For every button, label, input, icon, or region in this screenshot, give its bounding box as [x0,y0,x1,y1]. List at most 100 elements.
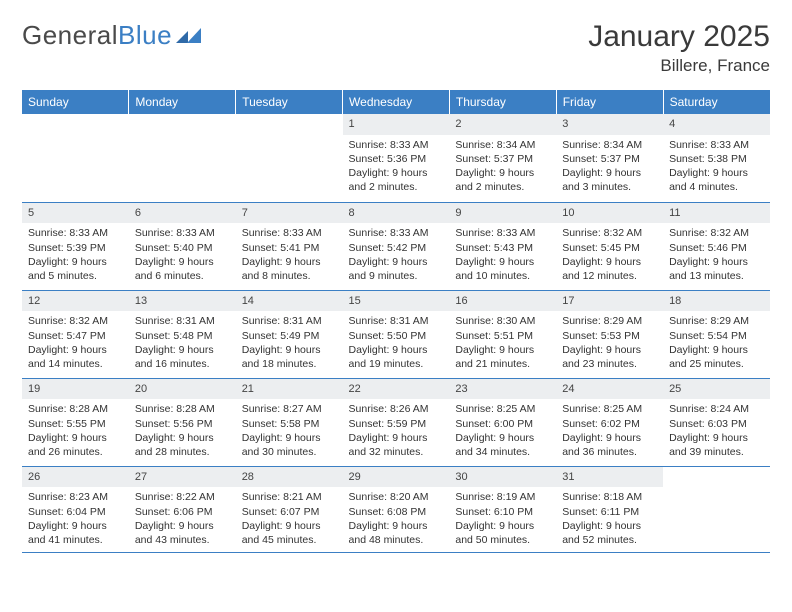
calendar-cell: 1Sunrise: 8:33 AMSunset: 5:36 PMDaylight… [343,114,450,202]
calendar-cell: 18Sunrise: 8:29 AMSunset: 5:54 PMDayligh… [663,290,770,378]
calendar-cell: 26Sunrise: 8:23 AMSunset: 6:04 PMDayligh… [22,466,129,553]
calendar-cell [236,114,343,202]
day-number: 16 [449,291,556,312]
day-details: Sunrise: 8:30 AMSunset: 5:51 PMDaylight:… [449,311,556,376]
day-number: 12 [22,291,129,312]
calendar-cell: 17Sunrise: 8:29 AMSunset: 5:53 PMDayligh… [556,290,663,378]
calendar-cell: 19Sunrise: 8:28 AMSunset: 5:55 PMDayligh… [22,378,129,466]
day-details: Sunrise: 8:28 AMSunset: 5:55 PMDaylight:… [22,399,129,464]
day-number: 9 [449,203,556,224]
day-details: Sunrise: 8:34 AMSunset: 5:37 PMDaylight:… [449,135,556,200]
calendar-cell: 5Sunrise: 8:33 AMSunset: 5:39 PMDaylight… [22,202,129,290]
day-details: Sunrise: 8:33 AMSunset: 5:41 PMDaylight:… [236,223,343,288]
day-number: 2 [449,114,556,135]
day-details: Sunrise: 8:22 AMSunset: 6:06 PMDaylight:… [129,487,236,552]
day-number: 26 [22,467,129,488]
calendar-row: 1Sunrise: 8:33 AMSunset: 5:36 PMDaylight… [22,114,770,202]
day-number: 5 [22,203,129,224]
day-header: Sunday [22,90,129,114]
day-details: Sunrise: 8:33 AMSunset: 5:42 PMDaylight:… [343,223,450,288]
day-number: 3 [556,114,663,135]
day-details: Sunrise: 8:18 AMSunset: 6:11 PMDaylight:… [556,487,663,552]
calendar-cell: 30Sunrise: 8:19 AMSunset: 6:10 PMDayligh… [449,466,556,553]
day-number: 4 [663,114,770,135]
calendar-cell: 28Sunrise: 8:21 AMSunset: 6:07 PMDayligh… [236,466,343,553]
day-number: 15 [343,291,450,312]
day-number: 25 [663,379,770,400]
day-number: 29 [343,467,450,488]
day-details: Sunrise: 8:20 AMSunset: 6:08 PMDaylight:… [343,487,450,552]
day-details: Sunrise: 8:31 AMSunset: 5:49 PMDaylight:… [236,311,343,376]
day-details: Sunrise: 8:29 AMSunset: 5:54 PMDaylight:… [663,311,770,376]
calendar-cell: 4Sunrise: 8:33 AMSunset: 5:38 PMDaylight… [663,114,770,202]
page-title: January 2025 [588,20,770,54]
calendar-body: 1Sunrise: 8:33 AMSunset: 5:36 PMDaylight… [22,114,770,553]
day-header: Monday [129,90,236,114]
day-number: 10 [556,203,663,224]
calendar-cell: 12Sunrise: 8:32 AMSunset: 5:47 PMDayligh… [22,290,129,378]
day-header: Saturday [663,90,770,114]
calendar-cell: 22Sunrise: 8:26 AMSunset: 5:59 PMDayligh… [343,378,450,466]
calendar-cell: 21Sunrise: 8:27 AMSunset: 5:58 PMDayligh… [236,378,343,466]
day-number: 30 [449,467,556,488]
logo: GeneralBlue [22,20,202,51]
calendar-row: 5Sunrise: 8:33 AMSunset: 5:39 PMDaylight… [22,202,770,290]
day-number: 19 [22,379,129,400]
calendar-cell: 6Sunrise: 8:33 AMSunset: 5:40 PMDaylight… [129,202,236,290]
day-details: Sunrise: 8:28 AMSunset: 5:56 PMDaylight:… [129,399,236,464]
calendar-cell [129,114,236,202]
calendar-head: SundayMondayTuesdayWednesdayThursdayFrid… [22,90,770,114]
day-details: Sunrise: 8:21 AMSunset: 6:07 PMDaylight:… [236,487,343,552]
day-number: 27 [129,467,236,488]
calendar-cell: 31Sunrise: 8:18 AMSunset: 6:11 PMDayligh… [556,466,663,553]
day-number: 14 [236,291,343,312]
day-details: Sunrise: 8:34 AMSunset: 5:37 PMDaylight:… [556,135,663,200]
day-header: Friday [556,90,663,114]
day-details: Sunrise: 8:31 AMSunset: 5:50 PMDaylight:… [343,311,450,376]
calendar-cell: 8Sunrise: 8:33 AMSunset: 5:42 PMDaylight… [343,202,450,290]
day-header: Wednesday [343,90,450,114]
day-details: Sunrise: 8:26 AMSunset: 5:59 PMDaylight:… [343,399,450,464]
title-block: January 2025 Billere, France [588,20,770,76]
calendar-row: 19Sunrise: 8:28 AMSunset: 5:55 PMDayligh… [22,378,770,466]
page-subtitle: Billere, France [588,56,770,76]
calendar-cell: 14Sunrise: 8:31 AMSunset: 5:49 PMDayligh… [236,290,343,378]
day-details: Sunrise: 8:23 AMSunset: 6:04 PMDaylight:… [22,487,129,552]
day-details: Sunrise: 8:25 AMSunset: 6:02 PMDaylight:… [556,399,663,464]
day-number: 13 [129,291,236,312]
calendar-cell: 29Sunrise: 8:20 AMSunset: 6:08 PMDayligh… [343,466,450,553]
calendar-cell: 16Sunrise: 8:30 AMSunset: 5:51 PMDayligh… [449,290,556,378]
day-details: Sunrise: 8:33 AMSunset: 5:36 PMDaylight:… [343,135,450,200]
header: GeneralBlue January 2025 Billere, France [22,20,770,76]
day-details: Sunrise: 8:19 AMSunset: 6:10 PMDaylight:… [449,487,556,552]
logo-text-general: General [22,20,118,51]
day-number: 28 [236,467,343,488]
calendar-cell: 25Sunrise: 8:24 AMSunset: 6:03 PMDayligh… [663,378,770,466]
day-number: 21 [236,379,343,400]
day-number: 18 [663,291,770,312]
day-details: Sunrise: 8:33 AMSunset: 5:39 PMDaylight:… [22,223,129,288]
day-details: Sunrise: 8:31 AMSunset: 5:48 PMDaylight:… [129,311,236,376]
day-details: Sunrise: 8:33 AMSunset: 5:43 PMDaylight:… [449,223,556,288]
day-number: 17 [556,291,663,312]
day-number: 11 [663,203,770,224]
calendar-row: 26Sunrise: 8:23 AMSunset: 6:04 PMDayligh… [22,466,770,553]
day-number: 1 [343,114,450,135]
calendar-cell: 7Sunrise: 8:33 AMSunset: 5:41 PMDaylight… [236,202,343,290]
calendar-cell: 20Sunrise: 8:28 AMSunset: 5:56 PMDayligh… [129,378,236,466]
day-details: Sunrise: 8:33 AMSunset: 5:40 PMDaylight:… [129,223,236,288]
day-details: Sunrise: 8:32 AMSunset: 5:46 PMDaylight:… [663,223,770,288]
day-header: Tuesday [236,90,343,114]
calendar-cell: 2Sunrise: 8:34 AMSunset: 5:37 PMDaylight… [449,114,556,202]
calendar-cell: 27Sunrise: 8:22 AMSunset: 6:06 PMDayligh… [129,466,236,553]
calendar-cell: 9Sunrise: 8:33 AMSunset: 5:43 PMDaylight… [449,202,556,290]
calendar-cell [22,114,129,202]
calendar-cell: 23Sunrise: 8:25 AMSunset: 6:00 PMDayligh… [449,378,556,466]
day-number: 31 [556,467,663,488]
calendar-cell: 24Sunrise: 8:25 AMSunset: 6:02 PMDayligh… [556,378,663,466]
day-number: 6 [129,203,236,224]
day-number: 24 [556,379,663,400]
calendar-cell [663,466,770,553]
calendar-cell: 11Sunrise: 8:32 AMSunset: 5:46 PMDayligh… [663,202,770,290]
day-header: Thursday [449,90,556,114]
